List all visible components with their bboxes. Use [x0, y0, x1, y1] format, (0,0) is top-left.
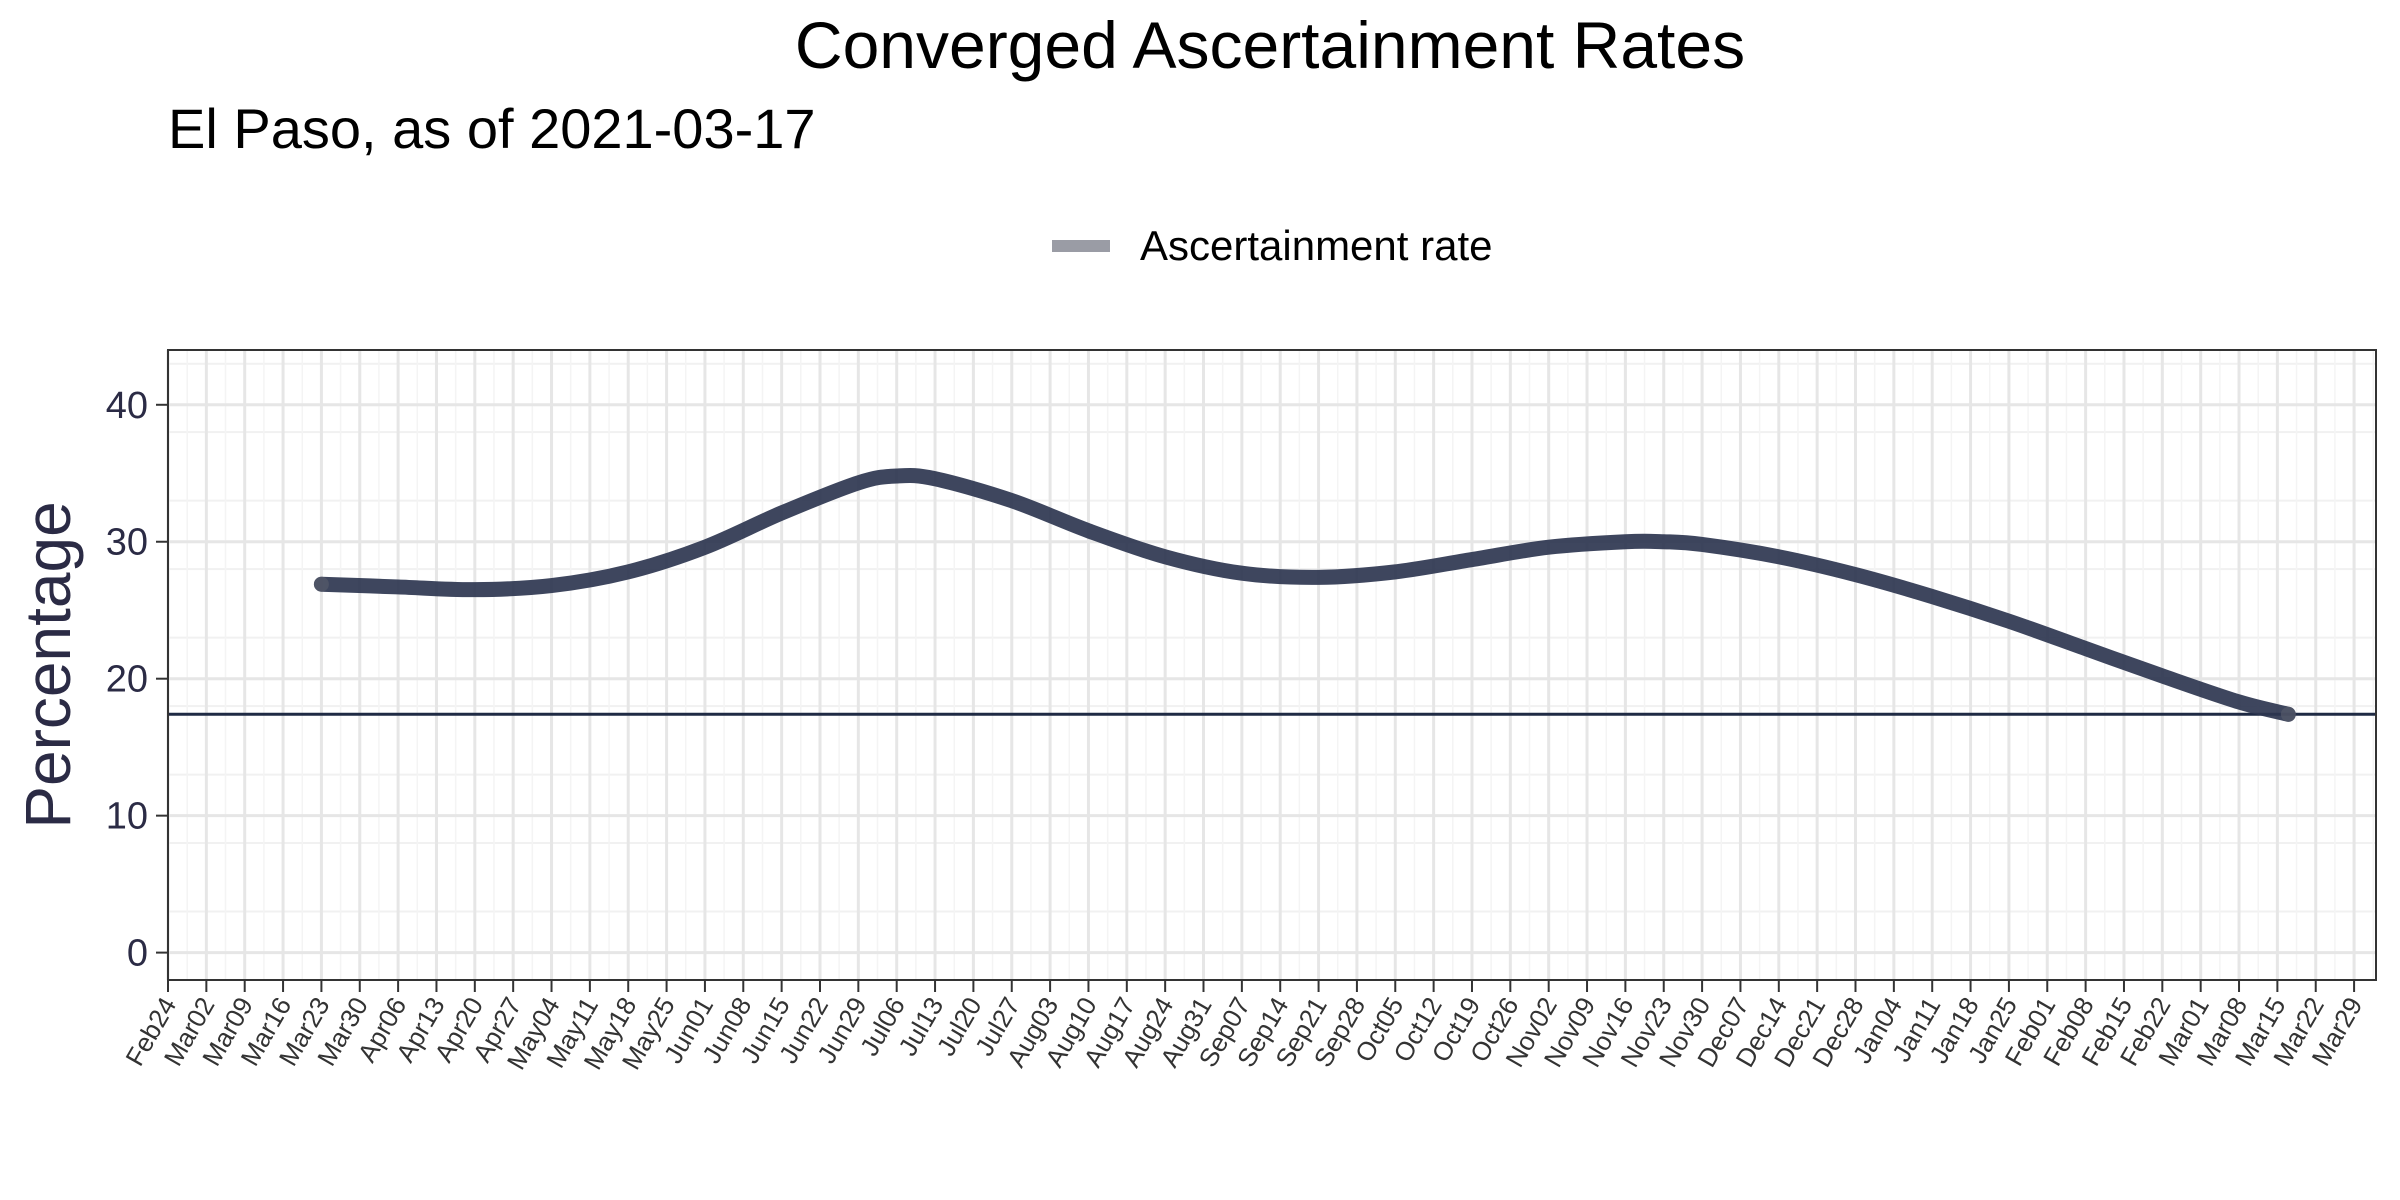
series-endpoint: [2280, 706, 2296, 722]
series-endpoint: [313, 576, 329, 592]
y-axis-label: Percentage: [12, 501, 84, 828]
series-group: [313, 467, 2296, 722]
y-tick-label: 20: [106, 659, 148, 701]
plot-background: [168, 350, 2376, 980]
x-axis: Feb24Mar02Mar09Mar16Mar23Mar30Apr06Apr13…: [119, 980, 2368, 1075]
chart-title: Converged Ascertainment Rates: [795, 8, 1745, 82]
y-tick-label: 30: [106, 522, 148, 564]
series-line: [313, 467, 2296, 722]
y-tick-label: 0: [127, 933, 148, 975]
y-axis: 0 10 20 30 40: [106, 385, 168, 975]
chart-subtitle: El Paso, as of 2021-03-17: [168, 97, 816, 160]
legend: Ascertainment rate: [1052, 222, 1493, 269]
plot-area: [166, 349, 2377, 981]
y-tick-label: 10: [106, 796, 148, 838]
legend-label: Ascertainment rate: [1140, 222, 1493, 269]
y-tick-label: 40: [106, 385, 148, 427]
plot-border: [167, 349, 2377, 981]
